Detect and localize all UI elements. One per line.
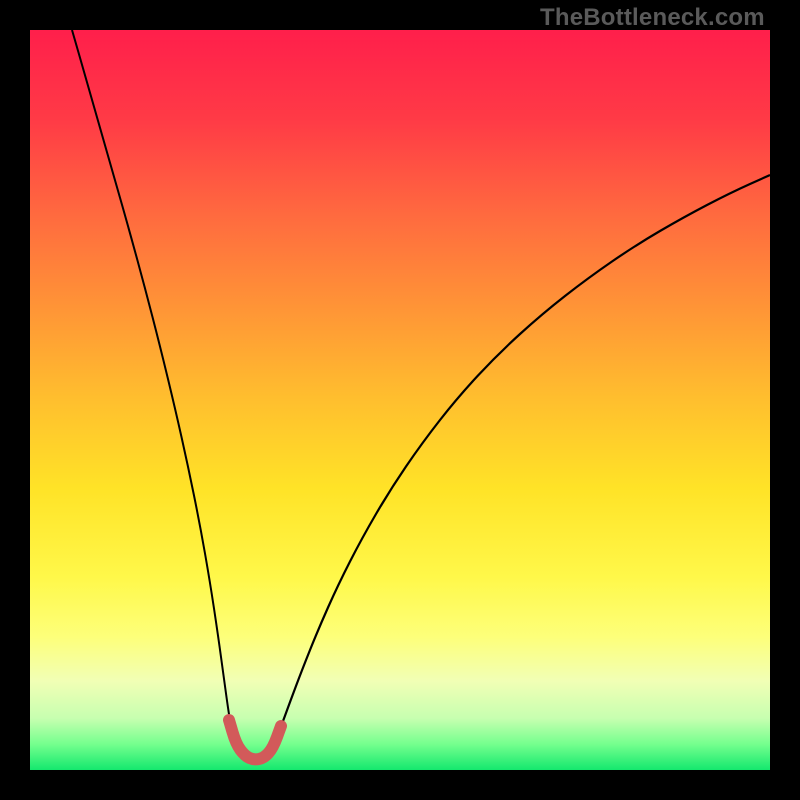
chart-svg — [30, 30, 770, 770]
chart-background — [30, 30, 770, 770]
plot-area — [30, 30, 770, 770]
watermark-text: TheBottleneck.com — [540, 4, 765, 32]
